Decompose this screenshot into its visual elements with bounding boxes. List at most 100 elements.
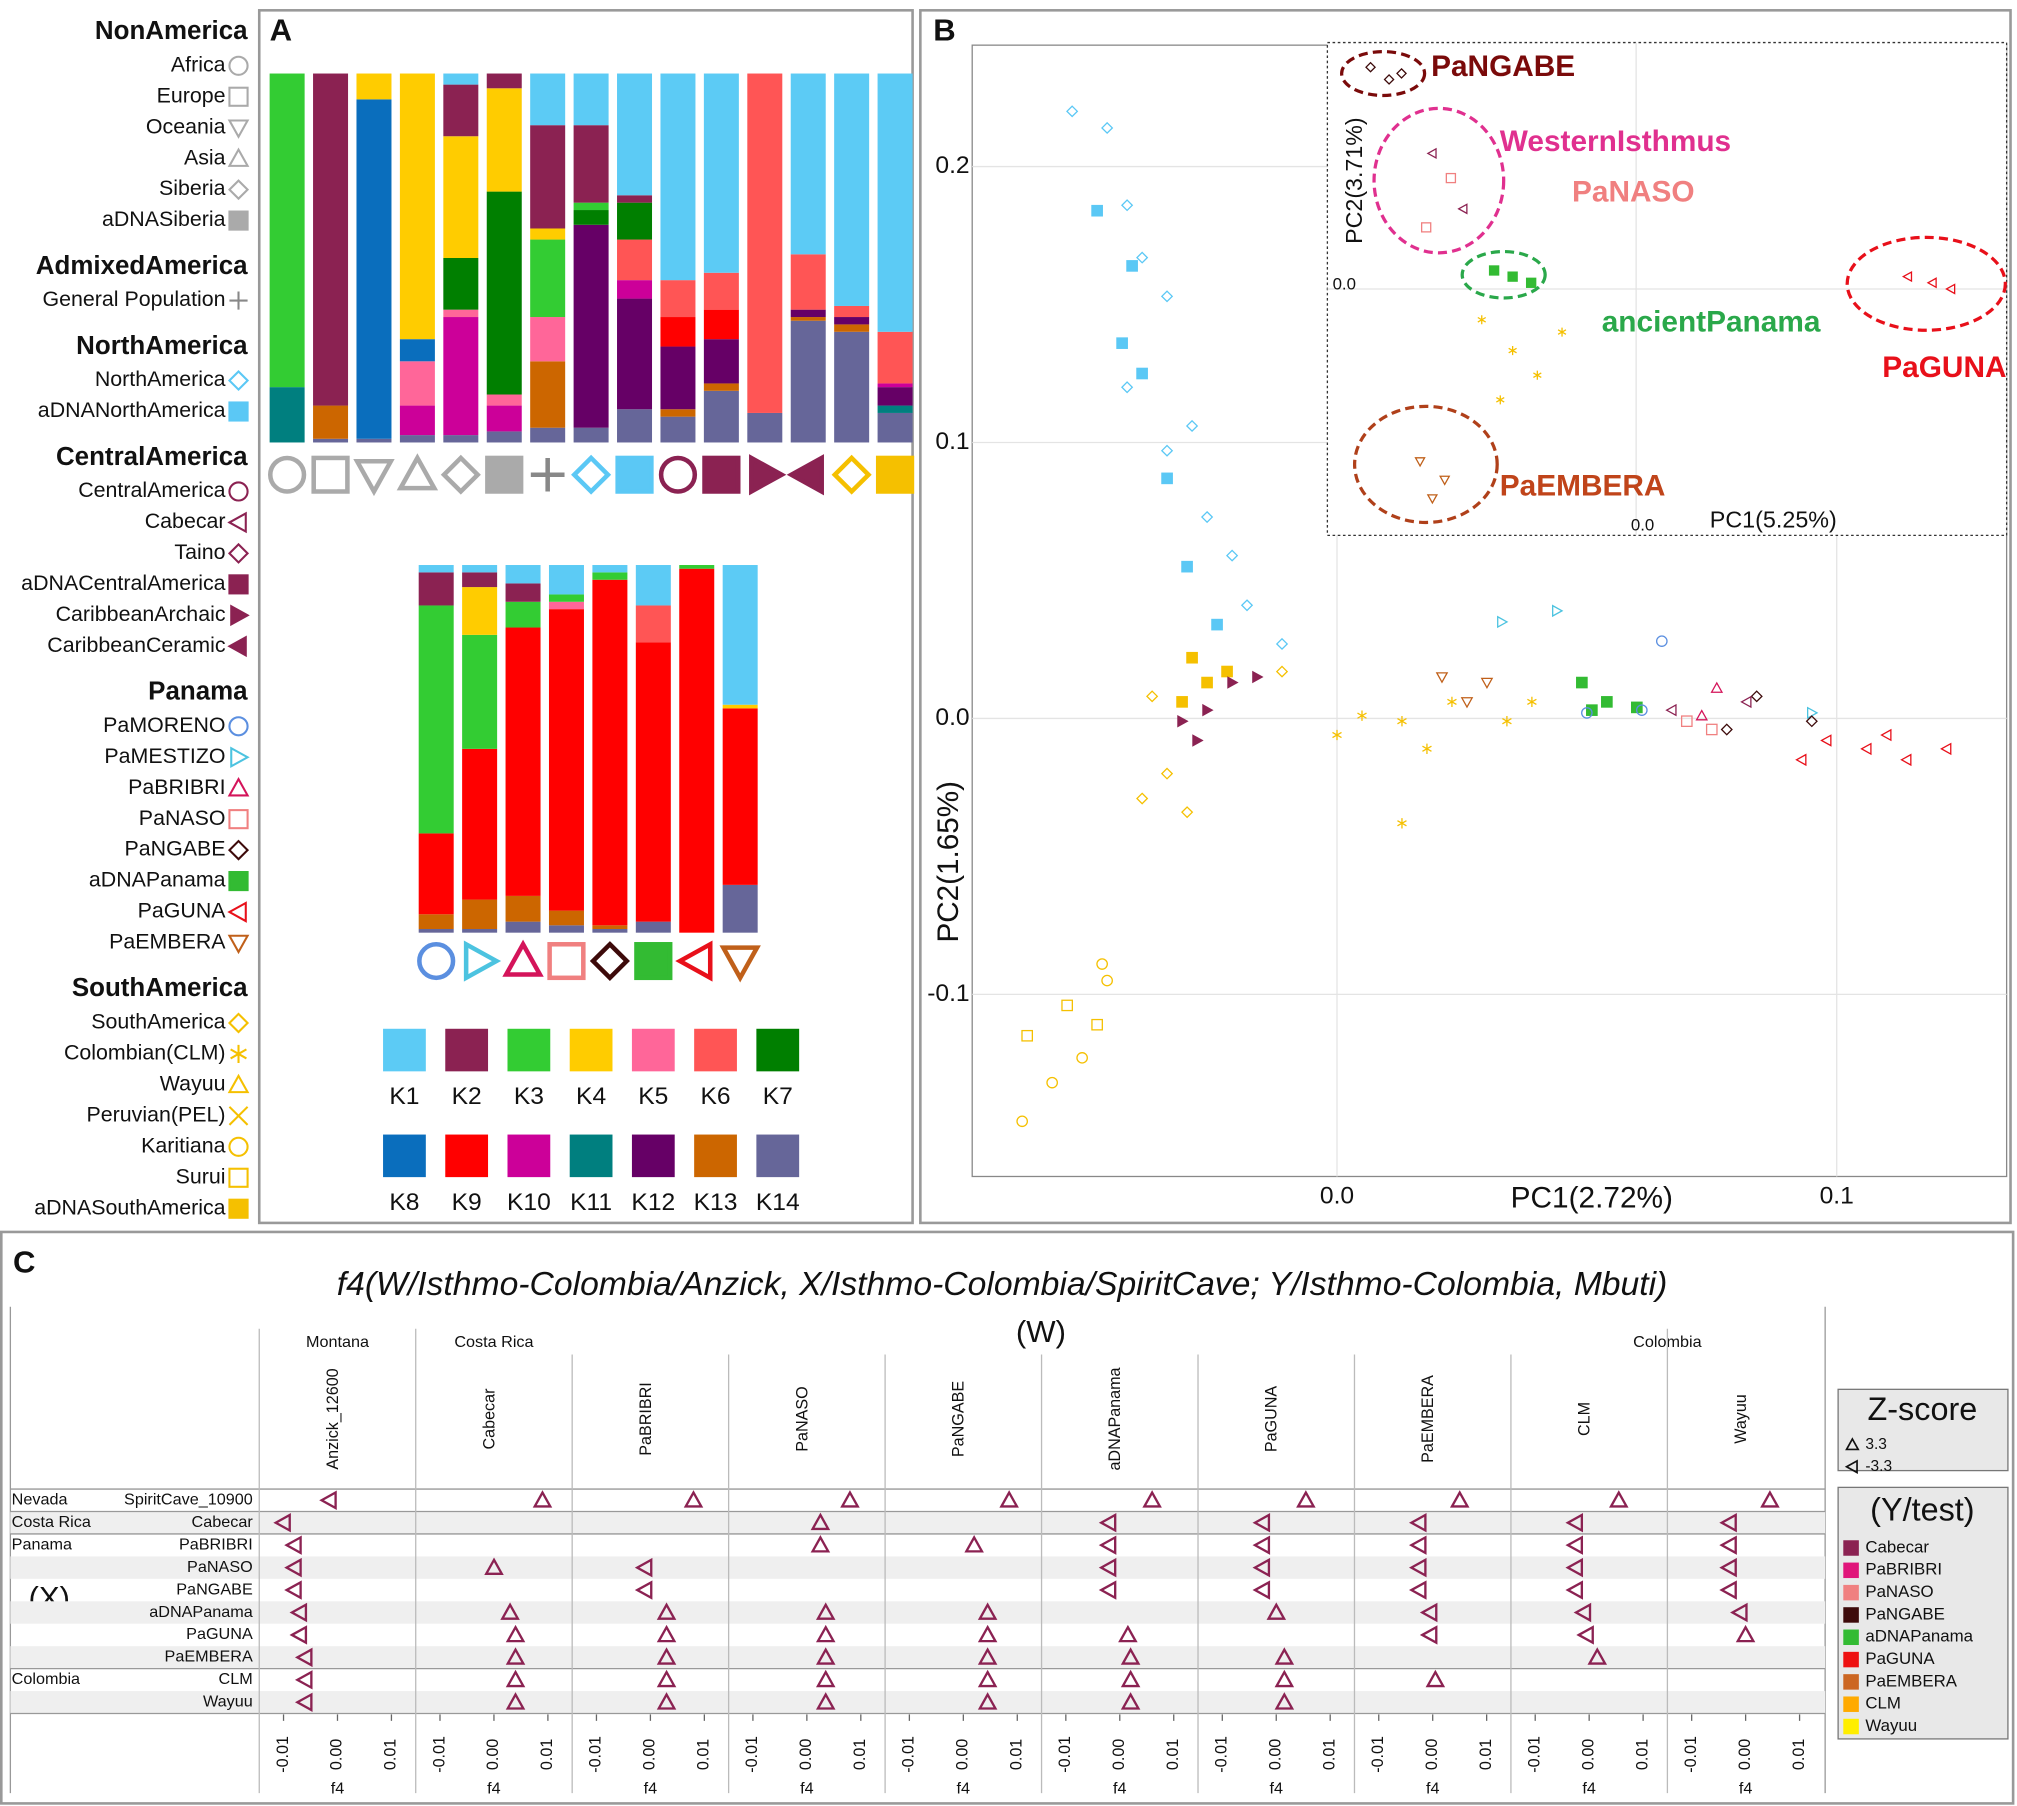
legend-item: Karitiana [141, 1133, 226, 1157]
f4-marker [1449, 1490, 1470, 1508]
point [1900, 753, 1912, 767]
bar-segment [548, 565, 584, 595]
point [1397, 818, 1407, 829]
bar-segment [530, 228, 566, 240]
legend-marker [228, 1198, 249, 1219]
legend-item: aDNASouthAmerica [34, 1195, 225, 1219]
point [1160, 767, 1174, 780]
column-label: Anzick_12600 [324, 1368, 342, 1469]
bar-segment [573, 125, 609, 203]
point [1635, 704, 1648, 716]
column-label: Wayuu [1732, 1394, 1750, 1444]
column-label: aDNAPanama [1106, 1367, 1124, 1470]
legend-title: Z-score [1867, 1391, 1977, 1427]
bar-segment [877, 383, 913, 388]
point [1161, 472, 1173, 485]
f4-marker [1719, 1580, 1737, 1600]
x-tick-label: 0.01 [1164, 1739, 1182, 1770]
bar-segment [548, 601, 584, 610]
x-tick-label: 0.0 [1631, 516, 1654, 535]
point [1435, 672, 1449, 684]
point [1581, 707, 1593, 719]
x-axis-label: f4 [644, 1780, 658, 1798]
legend-swatch [1843, 1562, 1859, 1579]
legend-box [1837, 1388, 2009, 1472]
point [1457, 203, 1468, 215]
point [1880, 728, 1892, 742]
f4-marker [815, 1669, 836, 1688]
f4-marker [284, 1535, 302, 1555]
point [1121, 199, 1134, 212]
row-group: Nevada [12, 1491, 68, 1509]
bar-marker [571, 454, 612, 495]
f4-marker [840, 1490, 860, 1508]
x-tick-label: 0.01 [1320, 1739, 1338, 1770]
group-outline [1460, 249, 1547, 300]
point [1860, 742, 1872, 756]
legend-label: PaBRIBRI [1865, 1560, 1942, 1579]
point [1710, 681, 1724, 693]
point [1488, 265, 1500, 276]
bar-marker [396, 453, 439, 491]
legend-label: K6 [700, 1083, 730, 1110]
bar-segment [530, 239, 566, 318]
panel-label: C [13, 1244, 35, 1279]
bar-segment [462, 565, 498, 573]
bar-segment [505, 583, 541, 602]
bar-segment [443, 136, 479, 258]
legend-label: K1 [389, 1083, 419, 1110]
point [1146, 690, 1159, 703]
x-tick-label: 0.01 [1008, 1739, 1026, 1770]
legend-marker [1844, 1459, 1858, 1474]
legend-label: Cabecar [1865, 1537, 1929, 1556]
row-label: PaGUNA [186, 1625, 253, 1643]
bar-segment [573, 202, 609, 211]
legend-marker [227, 1073, 250, 1094]
bar-segment [592, 928, 628, 933]
x-tick-label: -0.01 [587, 1736, 605, 1773]
bar-segment [592, 579, 628, 926]
bar-marker [658, 455, 698, 494]
bar-segment [530, 427, 566, 443]
legend-item: Asia [184, 145, 226, 169]
bar-segment [679, 565, 715, 569]
f4-marker [1098, 1580, 1117, 1600]
legend-item: SouthAmerica [91, 1010, 225, 1034]
legend-swatch [569, 1028, 613, 1072]
legend-item: Africa [171, 52, 226, 76]
point [1477, 315, 1487, 325]
legend-swatch [507, 1134, 551, 1178]
legend-item: aDNACentralAmerica [21, 571, 225, 595]
bar-segment [313, 405, 349, 439]
legend-label: K7 [763, 1083, 793, 1110]
legend-swatch [1843, 1584, 1859, 1601]
panel-a-frame [257, 9, 914, 1225]
bar-segment [635, 642, 671, 922]
legend-item: Surui [176, 1164, 226, 1188]
bar-segment [635, 565, 671, 606]
legend-marker [227, 147, 250, 167]
x-axis-label: f4 [1426, 1780, 1440, 1798]
bar-segment [418, 928, 454, 933]
x-tick-label: 0.00 [1423, 1739, 1441, 1770]
point [1332, 729, 1342, 741]
bar-segment [722, 704, 758, 709]
point [1240, 599, 1254, 612]
x-axis-label: f4 [1269, 1780, 1283, 1798]
point [1901, 270, 1913, 283]
point [1695, 709, 1709, 721]
bar-segment [790, 73, 826, 255]
bar-marker [589, 941, 630, 982]
f4-marker [294, 1692, 313, 1712]
f4-marker [1274, 1692, 1295, 1710]
point [1202, 703, 1214, 717]
bar-segment [486, 431, 522, 443]
x-tick-label: 0.00 [1110, 1739, 1128, 1770]
f4-marker [505, 1669, 526, 1688]
x-tick-label: 0.00 [797, 1739, 815, 1770]
f4-marker [1274, 1669, 1295, 1688]
legend-swatch [445, 1134, 489, 1178]
point [1096, 958, 1108, 970]
f4-marker [500, 1602, 520, 1620]
legend-marker [1845, 1437, 1860, 1451]
